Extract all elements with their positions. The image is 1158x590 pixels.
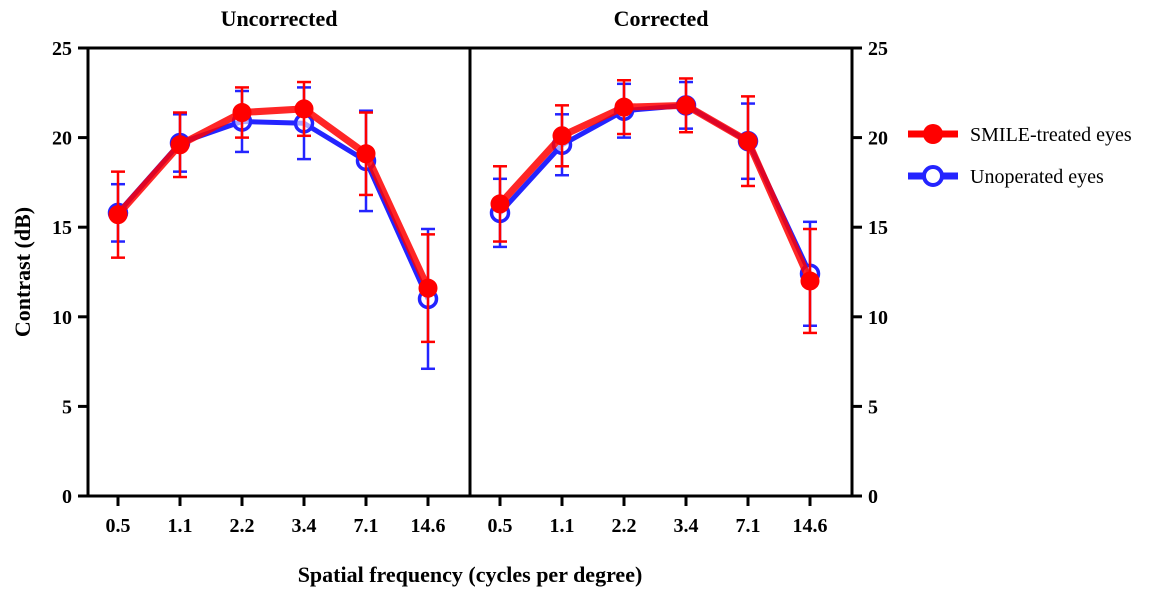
axes: 0 0 5 5 10 10 15 15 20 20 25 25 <box>52 38 888 508</box>
y-axis-label: Contrast (dB) <box>10 207 35 337</box>
series-line-smile <box>115 105 432 290</box>
y-tick-label-right: 15 <box>868 217 888 239</box>
series-line-smile <box>497 101 814 283</box>
series-line-unoperated <box>498 102 813 275</box>
point-smile <box>356 144 376 164</box>
x-tick-label: 1.1 <box>550 515 575 537</box>
y-tick-label-left: 25 <box>52 38 72 60</box>
legend: SMILE-treated eyes Unoperated eyes <box>908 124 1132 188</box>
y-tick-label-left: 10 <box>52 307 72 329</box>
x-tick-label: 3.4 <box>292 515 317 537</box>
x-tick-label: 1.1 <box>168 515 193 537</box>
series-smile <box>108 80 438 344</box>
panel-title-uncorrected: Uncorrected <box>221 6 338 31</box>
panel-corrected: Corrected 0.5 1.1 2.2 3.4 7.1 14.6 <box>488 6 828 537</box>
y-tick-label-right: 10 <box>868 307 888 329</box>
legend-label-unoperated: Unoperated eyes <box>970 166 1104 188</box>
series-smile <box>490 77 820 335</box>
series-unoperated <box>107 86 439 371</box>
point-smile <box>676 95 696 115</box>
x-tick-label: 2.2 <box>230 515 255 537</box>
panel-uncorrected: Uncorrected 0.5 1.1 2.2 3.4 7.1 14.6 <box>106 6 446 537</box>
y-tick-label-right: 25 <box>868 38 888 60</box>
legend-marker-smile <box>923 124 943 144</box>
point-smile <box>490 194 510 214</box>
legend-label-smile: SMILE-treated eyes <box>970 124 1132 146</box>
x-tick-label: 7.1 <box>354 515 379 537</box>
x-tick-label: 7.1 <box>736 515 761 537</box>
x-tick-label: 14.6 <box>411 515 446 537</box>
y-tick-label-left: 20 <box>52 128 72 150</box>
x-tick-label: 2.2 <box>612 515 637 537</box>
series-line-unoperated <box>116 118 431 300</box>
point-smile <box>170 135 190 155</box>
panel-title-corrected: Corrected <box>614 6 709 31</box>
y-tick-label-left: 15 <box>52 217 72 239</box>
x-tick-label: 3.4 <box>674 515 699 537</box>
point-smile <box>614 97 634 117</box>
y-tick-label-right: 0 <box>868 486 878 508</box>
x-tick-label: 0.5 <box>488 515 513 537</box>
y-tick-label-left: 5 <box>62 396 72 418</box>
y-tick-label-left: 0 <box>62 486 72 508</box>
x-tick-label: 0.5 <box>106 515 131 537</box>
point-smile <box>738 131 758 151</box>
x-tick-label: 14.6 <box>793 515 828 537</box>
point-smile <box>800 271 820 291</box>
legend-item-unoperated: Unoperated eyes <box>908 165 1104 188</box>
legend-marker-unoperated <box>922 165 944 187</box>
point-smile <box>418 278 438 298</box>
point-smile <box>232 103 252 123</box>
series-unoperated <box>489 80 821 328</box>
y-tick-label-right: 5 <box>868 396 878 418</box>
point-smile <box>108 205 128 225</box>
point-smile <box>294 99 314 119</box>
y-tick-label-right: 20 <box>868 128 888 150</box>
x-axis-label: Spatial frequency (cycles per degree) <box>298 562 643 587</box>
legend-item-smile: SMILE-treated eyes <box>908 124 1132 146</box>
point-smile <box>552 126 572 146</box>
